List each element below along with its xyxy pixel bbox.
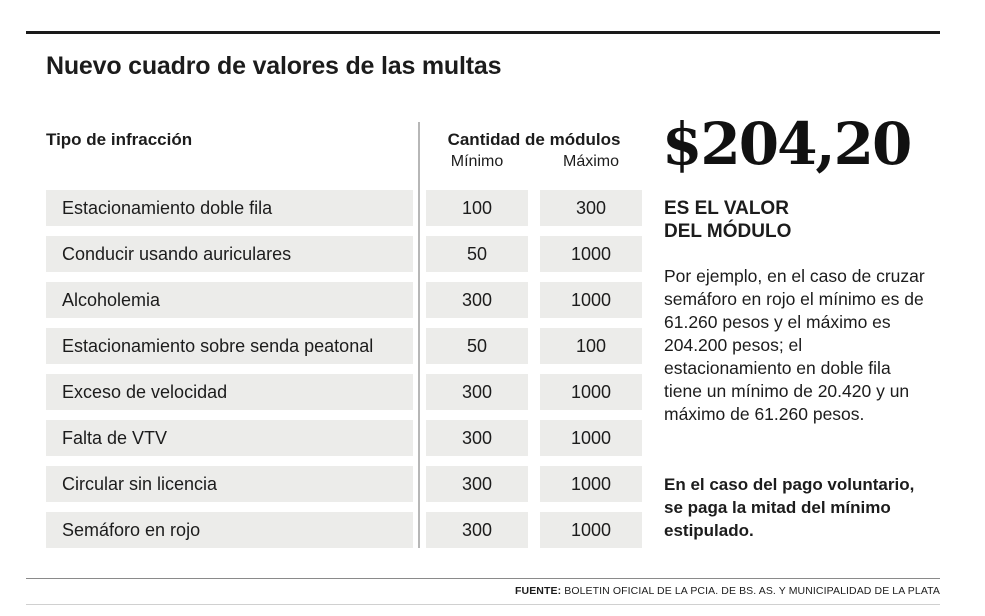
- infraction-name: Alcoholemia: [46, 282, 413, 318]
- table-row: Semáforo en rojo 300 1000: [0, 512, 660, 548]
- example-paragraph: Por ejemplo, en el caso de cruzar semáfo…: [664, 266, 925, 424]
- infraction-name: Semáforo en rojo: [46, 512, 413, 548]
- min-modules: 300: [426, 466, 528, 502]
- min-modules: 300: [426, 282, 528, 318]
- infraction-name: Estacionamiento sobre senda peatonal: [46, 328, 413, 364]
- source-credit: FUENTE: BOLETIN OFICIAL DE LA PCIA. DE B…: [515, 585, 940, 597]
- min-modules: 300: [426, 374, 528, 410]
- module-value-label-line1: ES EL VALOR: [664, 198, 789, 219]
- min-modules: 100: [426, 190, 528, 226]
- infraction-name: Circular sin licencia: [46, 466, 413, 502]
- source-label: FUENTE:: [515, 585, 562, 597]
- min-modules: 50: [426, 236, 528, 272]
- max-modules: 1000: [540, 282, 642, 318]
- infraction-name: Conducir usando auriculares: [46, 236, 413, 272]
- infraction-name: Falta de VTV: [46, 420, 413, 456]
- table-row: Estacionamiento sobre senda peatonal 50 …: [0, 328, 660, 364]
- min-modules: 50: [426, 328, 528, 364]
- table-row: Falta de VTV 300 1000: [0, 420, 660, 456]
- module-value-label-line2: DEL MÓDULO: [664, 221, 792, 242]
- module-value-label: ES EL VALOR DEL MÓDULO: [664, 197, 934, 243]
- max-modules: 1000: [540, 466, 642, 502]
- max-modules: 1000: [540, 420, 642, 456]
- page-title: Nuevo cuadro de valores de las multas: [46, 52, 502, 80]
- header-minimo: Mínimo: [450, 153, 504, 170]
- header-tipo-infraccion: Tipo de infracción: [46, 130, 193, 149]
- table-row: Alcoholemia 300 1000: [0, 282, 660, 318]
- voluntary-payment-note: En el caso del pago voluntario, se paga …: [664, 475, 915, 540]
- max-modules: 1000: [540, 512, 642, 548]
- column-divider: [418, 122, 420, 548]
- table-row: Exceso de velocidad 300 1000: [0, 374, 660, 410]
- bottom-rule-light: [26, 604, 940, 605]
- min-modules: 300: [426, 512, 528, 548]
- top-rule: [26, 31, 940, 34]
- header-maximo: Máximo: [562, 153, 619, 170]
- source-text: BOLETIN OFICIAL DE LA PCIA. DE BS. AS. Y…: [561, 585, 940, 597]
- max-modules: 100: [540, 328, 642, 364]
- infraction-name: Estacionamiento doble fila: [46, 190, 413, 226]
- table-row: Conducir usando auriculares 50 1000: [0, 236, 660, 272]
- header-cantidad-modulos: Cantidad de módulos: [447, 130, 621, 149]
- table-row: Circular sin licencia 300 1000: [0, 466, 660, 502]
- bottom-rule: [26, 578, 940, 579]
- max-modules: 1000: [540, 236, 642, 272]
- module-value: $204,20: [662, 110, 912, 178]
- max-modules: 1000: [540, 374, 642, 410]
- table-row: Estacionamiento doble fila 100 300: [0, 190, 660, 226]
- infraction-name: Exceso de velocidad: [46, 374, 413, 410]
- min-modules: 300: [426, 420, 528, 456]
- max-modules: 300: [540, 190, 642, 226]
